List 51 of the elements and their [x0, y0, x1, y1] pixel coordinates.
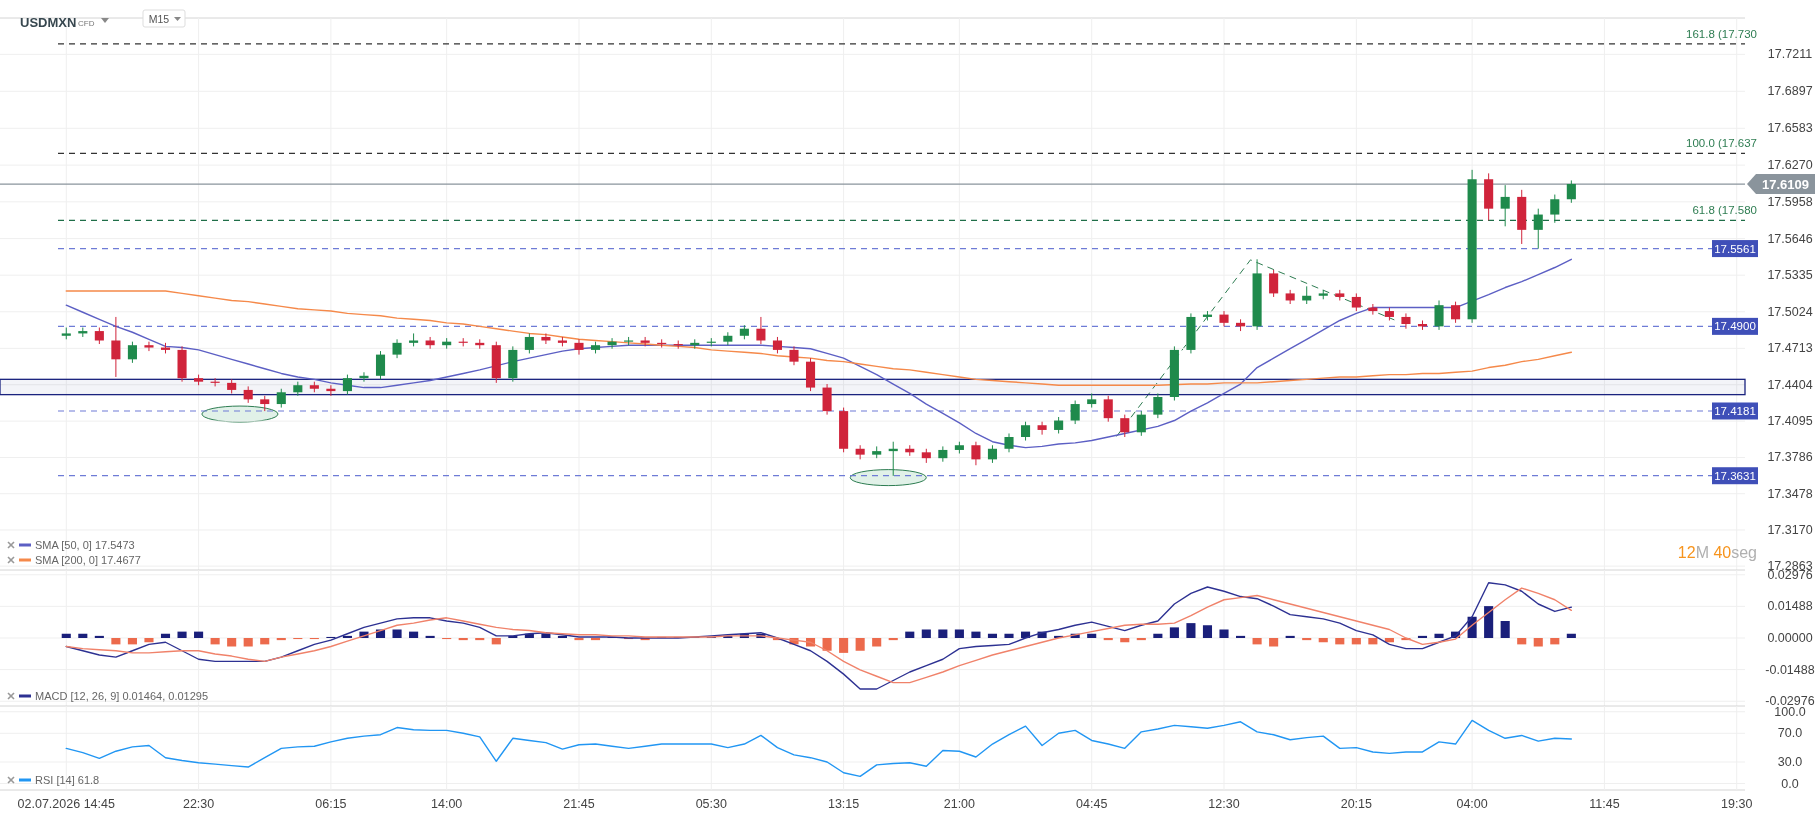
x-tick-label: 19:30 [1721, 797, 1753, 811]
y-tick-label: 70.0 [1777, 726, 1803, 741]
y-tick-label: 100.0 [1774, 704, 1806, 719]
legend-label: MACD [12, 26, 9] 0.01464, 0.01295 [35, 690, 209, 702]
x-tick-label: 05:30 [695, 797, 727, 811]
ref-line-label: 17.3631 [1714, 469, 1756, 482]
y-tick-label: 17.7211 [1767, 47, 1813, 62]
legend-label: SMA [200, 0] 17.4677 [35, 554, 141, 566]
x-tick-label: 13:15 [827, 797, 860, 811]
y-tick-label: 17.5646 [1767, 231, 1813, 246]
x-tick-label: 20:15 [1340, 797, 1373, 811]
x-tick-label: 22:30 [182, 797, 215, 811]
ref-line-label: 17.5561 [1714, 242, 1756, 255]
y-tick-label: -0.01488 [1765, 662, 1815, 677]
y-tick-label: 17.5024 [1767, 304, 1813, 319]
annotation: M15 [148, 13, 170, 25]
x-tick-label: 12:30 [1208, 797, 1240, 811]
y-tick-label: 17.5958 [1767, 194, 1813, 209]
ref-line-label: 17.4181 [1714, 404, 1756, 417]
ref-line-label: 100.0 (17.637 [1686, 137, 1757, 150]
legend-label: RSI [14] 61.8 [35, 774, 100, 786]
y-tick-label: 17.4713 [1767, 341, 1813, 356]
x-tick-label: 21:00 [943, 797, 976, 811]
ref-line-label: 17.6109 [1762, 176, 1809, 192]
y-tick-label: 0.0 [1781, 776, 1799, 791]
y-tick-label: 17.6897 [1767, 84, 1813, 99]
y-tick-label: 17.4095 [1767, 414, 1813, 429]
x-tick-label: 02.07.2026 14:45 [17, 797, 115, 811]
y-tick-label: 17.6270 [1767, 158, 1813, 173]
x-tick-label: 21:45 [563, 797, 595, 811]
ref-line-label: 17.4900 [1714, 320, 1756, 333]
y-tick-label: 17.5335 [1767, 268, 1813, 283]
y-tick-label: 17.3478 [1767, 486, 1813, 501]
y-tick-label: 17.3170 [1767, 522, 1813, 537]
y-tick-label: 17.3786 [1767, 450, 1813, 465]
y-tick-label: 0.00000 [1767, 631, 1813, 645]
y-tick-label: 0.01488 [1767, 599, 1813, 614]
x-tick-label: 04:00 [1456, 797, 1488, 811]
x-tick-label: 11:45 [1589, 797, 1620, 811]
legend-label: SMA [50, 0] 17.5473 [35, 539, 135, 551]
y-tick-label: 17.4404 [1767, 377, 1813, 392]
annotation: 12M 40seg [1677, 543, 1757, 561]
x-tick-label: 06:15 [315, 797, 347, 811]
y-tick-label: 17.6583 [1767, 121, 1813, 136]
x-tick-label: 14:00 [431, 797, 463, 811]
ref-line-label: 61.8 (17.580 [1692, 204, 1757, 217]
chart-subtitle: CFD [78, 18, 95, 28]
chart-title: USDMXN [20, 14, 77, 30]
y-tick-label: 30.0 [1777, 755, 1803, 769]
x-tick-label: 04:45 [1076, 797, 1108, 811]
ref-line-label: 161.8 (17.730 [1686, 27, 1757, 40]
